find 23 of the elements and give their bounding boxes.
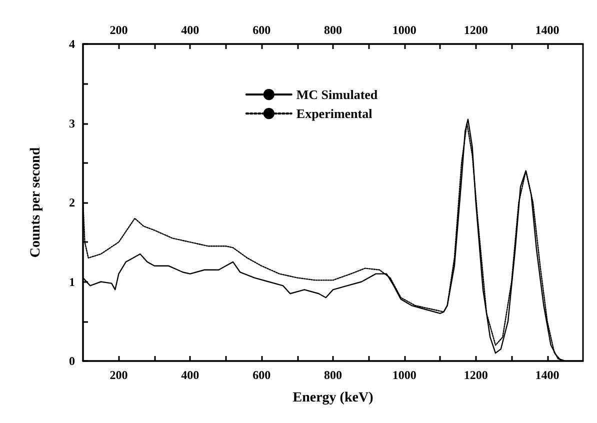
x2-tick-label: 1000: [392, 23, 416, 37]
x-tick-label: 1000: [392, 368, 416, 382]
x2-tick-label: 200: [110, 23, 128, 37]
x-tick-label: 1200: [464, 368, 488, 382]
x-tick-label: 200: [110, 368, 128, 382]
x2-tick-label: 1200: [464, 23, 488, 37]
y-tick-label: 3: [69, 116, 75, 130]
x-tick-label: 400: [181, 368, 200, 382]
x-tick-label: 1400: [535, 368, 560, 382]
y-tick-label: 0: [69, 354, 75, 368]
x2-tick-label: 400: [181, 23, 200, 37]
legend-label: MC Simulated: [296, 87, 378, 102]
x-tick-label: 600: [252, 368, 271, 382]
y-tick-label: 4: [69, 37, 75, 51]
x2-tick-label: 600: [252, 23, 271, 37]
y-tick-label: 2: [69, 196, 75, 210]
y-axis-title: Counts per second: [28, 147, 44, 258]
legend-label: Experimental: [296, 106, 373, 121]
x-tick-label: 800: [324, 368, 342, 382]
x2-tick-label: 800: [324, 23, 342, 37]
y-tick-label: 1: [69, 274, 75, 289]
x2-tick-label: 1400: [535, 23, 560, 37]
x-axis-title: Energy (keV): [292, 390, 374, 406]
